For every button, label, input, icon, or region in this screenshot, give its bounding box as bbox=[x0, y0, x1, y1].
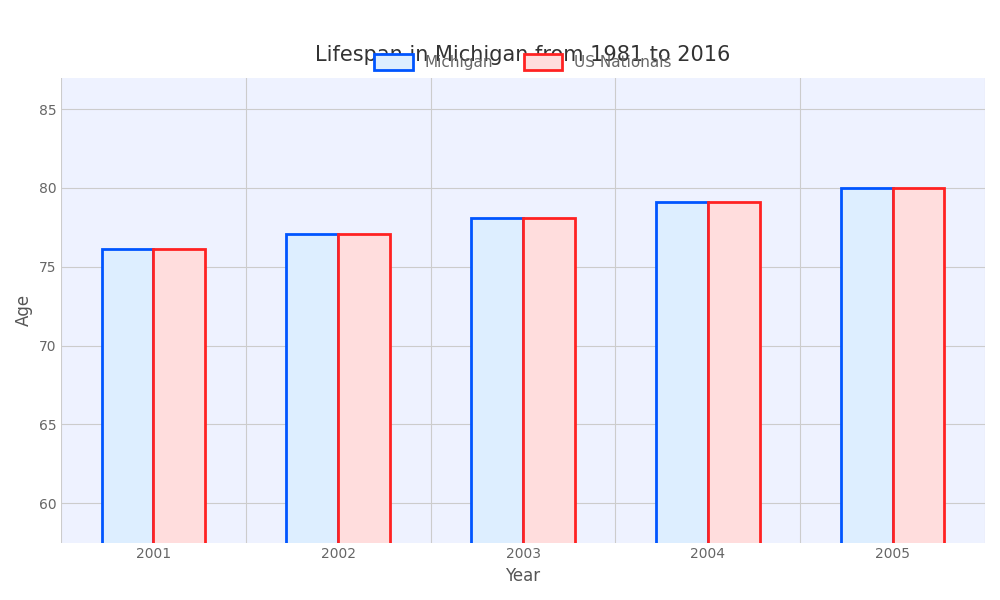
Bar bbox=[338, 233, 390, 600]
Legend: Michigan, US Nationals: Michigan, US Nationals bbox=[368, 48, 678, 76]
Y-axis label: Age: Age bbox=[15, 294, 33, 326]
Bar bbox=[893, 188, 944, 600]
Bar bbox=[841, 188, 893, 600]
Bar bbox=[656, 202, 708, 600]
Bar bbox=[471, 218, 523, 600]
X-axis label: Year: Year bbox=[505, 567, 541, 585]
Bar bbox=[708, 202, 760, 600]
Bar bbox=[153, 250, 205, 600]
Bar bbox=[286, 233, 338, 600]
Bar bbox=[523, 218, 575, 600]
Title: Lifespan in Michigan from 1981 to 2016: Lifespan in Michigan from 1981 to 2016 bbox=[315, 45, 731, 65]
Bar bbox=[102, 250, 153, 600]
